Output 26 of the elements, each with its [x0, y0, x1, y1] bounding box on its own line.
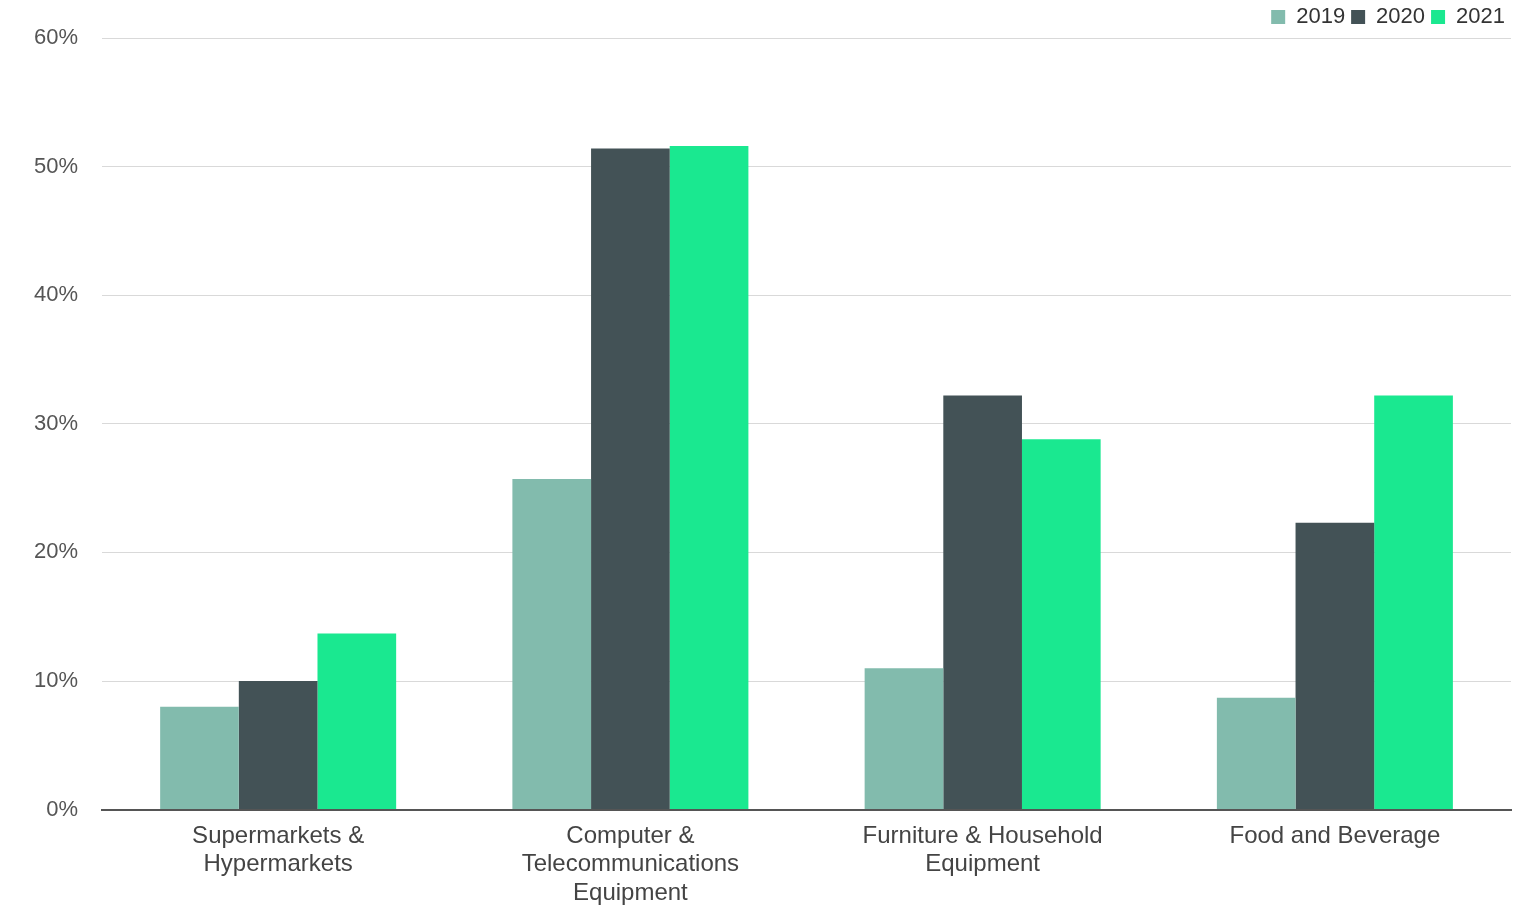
y-tick-label: 50%	[33, 152, 79, 178]
y-tick-label: 60%	[33, 24, 79, 50]
y-tick-label: 20%	[33, 538, 79, 564]
x-tick-label: Computer & Telecommunications Equipment	[521, 820, 740, 906]
x-tick-label: Food and Beverage	[1229, 820, 1441, 848]
bar	[864, 668, 944, 810]
y-tick-label: 30%	[33, 409, 79, 435]
bar	[317, 633, 397, 810]
bar	[1216, 697, 1296, 810]
x-tick-label: Supermarkets & Hypermarkets	[192, 820, 365, 877]
y-tick-label: 0%	[46, 795, 79, 821]
y-tick-label: 40%	[33, 281, 79, 307]
bar	[1021, 439, 1101, 810]
bar	[512, 479, 592, 810]
bar	[238, 681, 318, 810]
legend-label: 2021	[1456, 3, 1506, 29]
bar	[943, 395, 1022, 810]
y-tick-label: 10%	[33, 667, 79, 693]
legend-label: 2020	[1376, 3, 1426, 29]
bar	[1295, 522, 1375, 810]
bar	[1374, 395, 1453, 810]
x-tick-label: Furniture & Household Equipment	[862, 820, 1103, 877]
bar	[160, 706, 239, 810]
legend-label: 2019	[1296, 3, 1346, 29]
bar	[669, 146, 749, 810]
bar	[591, 148, 670, 810]
